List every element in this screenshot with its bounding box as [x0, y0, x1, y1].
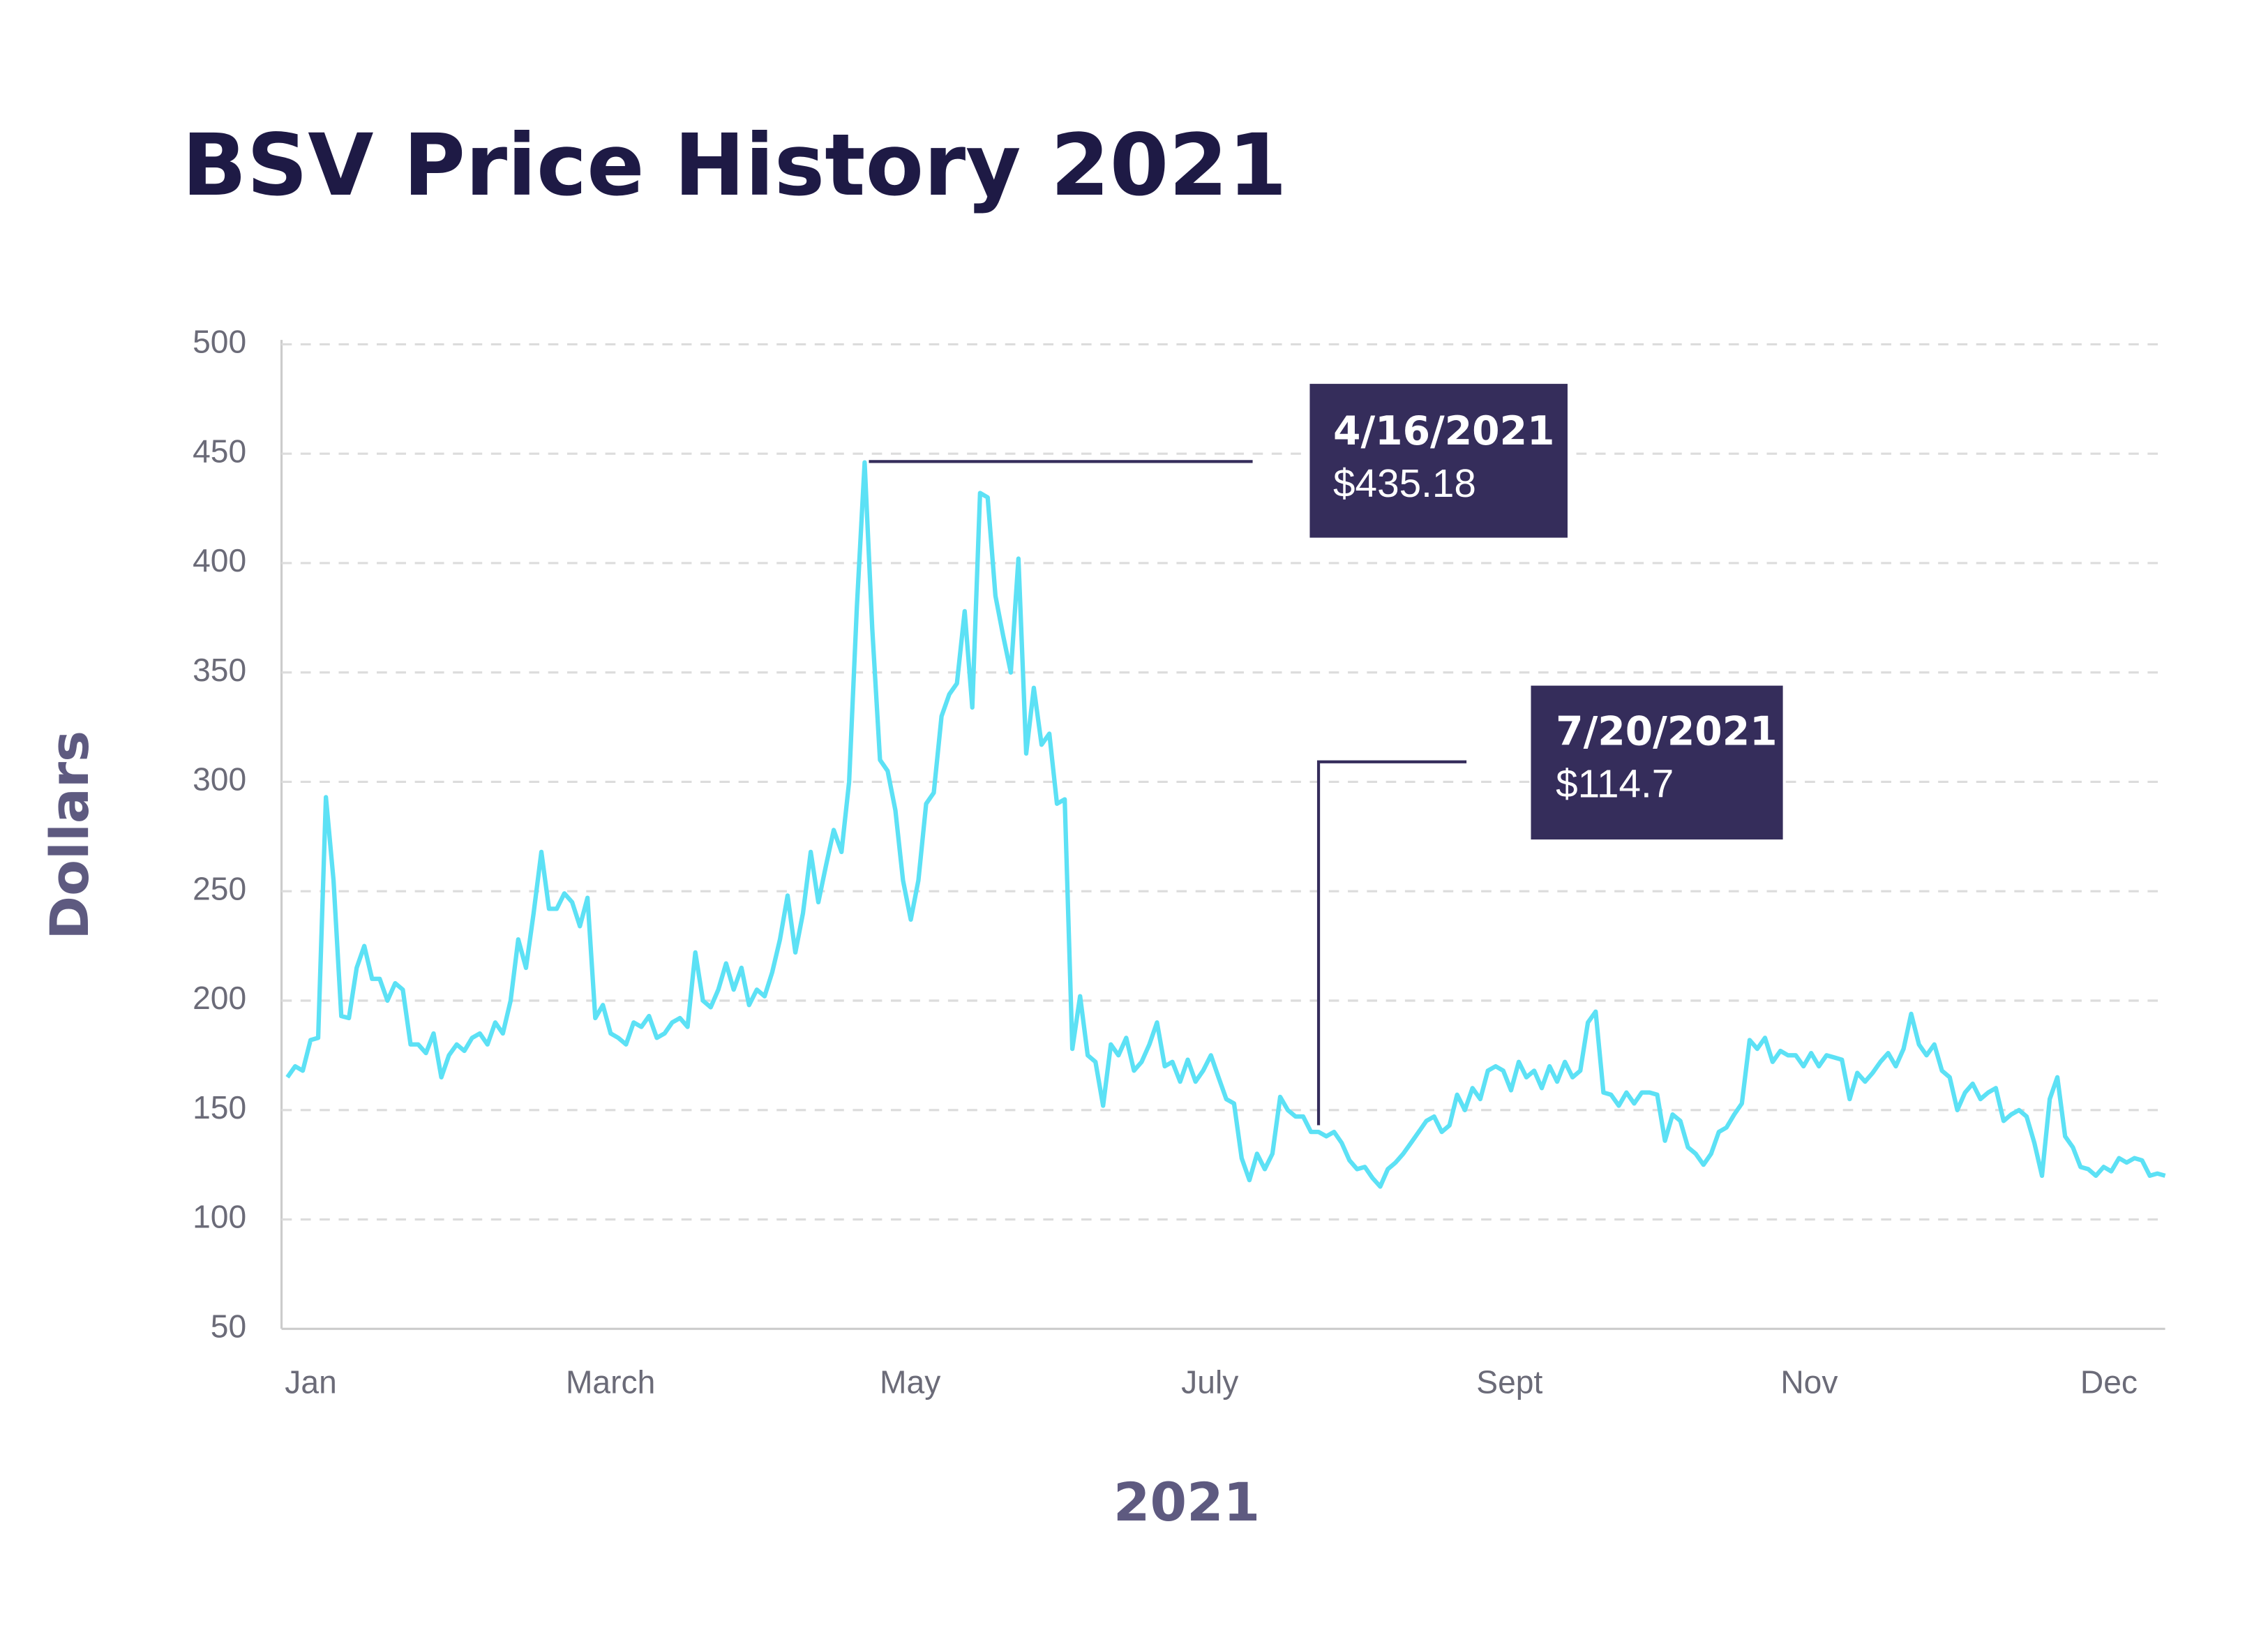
- connector: [1316, 760, 1467, 1126]
- x-axis-title: 2021: [1113, 1472, 1260, 1533]
- y-tick-label: 450: [193, 433, 246, 469]
- annotation-date: 7/20/2021: [1556, 709, 1777, 755]
- annotation-date: 4/16/2021: [1333, 408, 1554, 454]
- annotation-box: [1531, 685, 1783, 840]
- y-tick-label: 400: [193, 542, 246, 578]
- y-tick-label: 250: [193, 870, 246, 906]
- y-tick-label: 500: [193, 324, 246, 360]
- x-tick-label: March: [566, 1364, 655, 1400]
- y-axis-title: Dollars: [39, 731, 100, 940]
- chart-title: BSV Price History 2021: [182, 116, 1287, 215]
- x-tick-label: July: [1181, 1364, 1238, 1400]
- price-line: [285, 460, 2166, 1189]
- y-tick-label: 150: [193, 1089, 246, 1126]
- annotation-box: [1309, 384, 1568, 538]
- y-tick-label: 50: [211, 1308, 246, 1345]
- x-tick-label: Sept: [1476, 1364, 1542, 1400]
- annotations: 4/16/2021 $435.18 7/20/2021 $114.7: [869, 384, 1783, 1126]
- x-tick-label: Dec: [2080, 1364, 2138, 1400]
- y-tick-label: 100: [193, 1199, 246, 1235]
- y-tick-label: 350: [193, 652, 246, 688]
- x-tick-label: May: [880, 1364, 940, 1400]
- y-tick-label: 300: [193, 761, 246, 798]
- x-tick-label: Jan: [285, 1364, 336, 1400]
- y-tick-label: 200: [193, 980, 246, 1016]
- annotation-price: $435.18: [1333, 462, 1476, 506]
- x-tick-label: Nov: [1780, 1364, 1838, 1400]
- annotation-price: $114.7: [1556, 762, 1674, 806]
